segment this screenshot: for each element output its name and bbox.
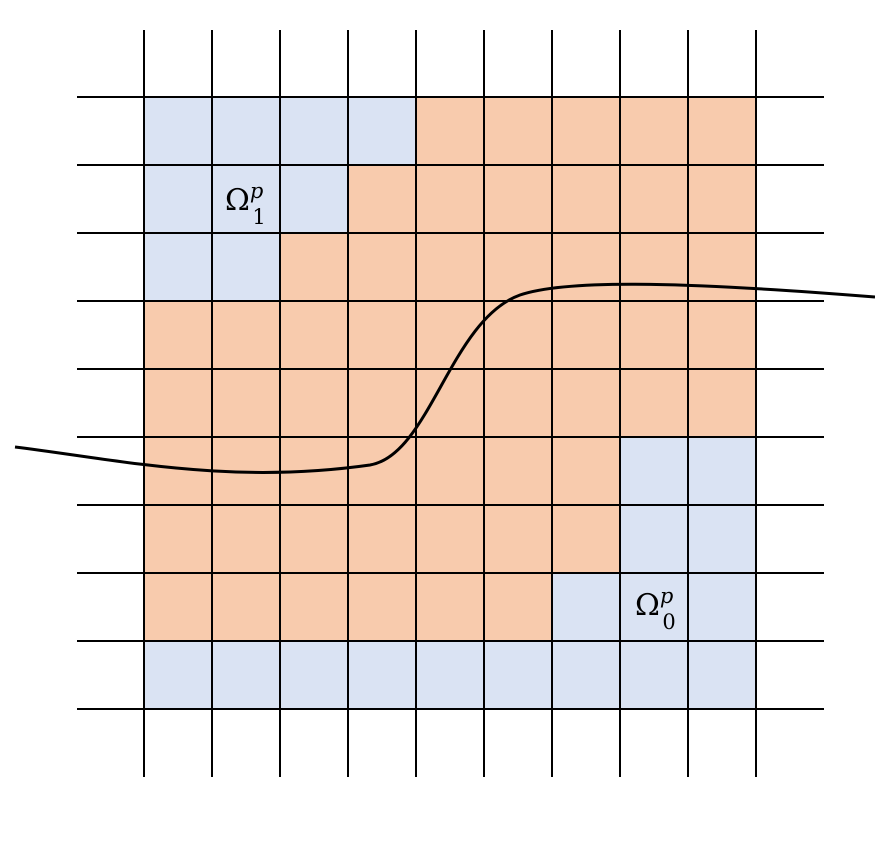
inner-cell bbox=[552, 369, 620, 437]
inner-cell bbox=[280, 369, 348, 437]
grid bbox=[77, 30, 824, 777]
inner-cell bbox=[280, 505, 348, 573]
inner-cell bbox=[552, 97, 620, 165]
inner-cell bbox=[688, 369, 756, 437]
inner-cell bbox=[348, 505, 416, 573]
inner-cell bbox=[348, 437, 416, 505]
outer-cell bbox=[280, 97, 348, 165]
inner-cell bbox=[348, 233, 416, 301]
outer-cell bbox=[348, 641, 416, 709]
inner-cell bbox=[484, 97, 552, 165]
inner-cell bbox=[348, 573, 416, 641]
inner-cell bbox=[688, 165, 756, 233]
inner-cell bbox=[552, 233, 620, 301]
outer-cell bbox=[620, 641, 688, 709]
outer-cell bbox=[280, 641, 348, 709]
inner-cell bbox=[416, 369, 484, 437]
outer-cell bbox=[620, 437, 688, 505]
outer-cell bbox=[212, 97, 280, 165]
inner-cell bbox=[348, 165, 416, 233]
region-label: Ωp 0 bbox=[635, 584, 676, 634]
cells bbox=[144, 97, 756, 709]
inner-cell bbox=[552, 165, 620, 233]
label-sub: 1 bbox=[252, 205, 265, 229]
inner-cell bbox=[416, 437, 484, 505]
outer-cell bbox=[416, 641, 484, 709]
outer-cell bbox=[688, 437, 756, 505]
inner-cell bbox=[416, 97, 484, 165]
outer-cell bbox=[348, 97, 416, 165]
inner-cell bbox=[212, 301, 280, 369]
label-sub: 0 bbox=[662, 610, 675, 634]
inner-cell bbox=[688, 233, 756, 301]
outer-cell bbox=[212, 165, 280, 233]
outer-cell bbox=[484, 641, 552, 709]
inner-cell bbox=[348, 369, 416, 437]
label-sup: p bbox=[660, 584, 673, 608]
inner-cell bbox=[552, 301, 620, 369]
inner-cell bbox=[484, 165, 552, 233]
outer-cell bbox=[144, 165, 212, 233]
outer-cell bbox=[212, 641, 280, 709]
inner-cell bbox=[212, 505, 280, 573]
inner-cell bbox=[144, 301, 212, 369]
inner-cell bbox=[688, 97, 756, 165]
outer-cell bbox=[620, 573, 688, 641]
inner-cell bbox=[348, 301, 416, 369]
outer-cell bbox=[144, 641, 212, 709]
outer-cell bbox=[552, 573, 620, 641]
inner-cell bbox=[144, 369, 212, 437]
inner-cell bbox=[144, 573, 212, 641]
inner-cell bbox=[280, 233, 348, 301]
inner-cell bbox=[484, 301, 552, 369]
inner-cell bbox=[620, 97, 688, 165]
outer-cell bbox=[688, 505, 756, 573]
inner-cell bbox=[416, 573, 484, 641]
outer-cell bbox=[144, 233, 212, 301]
inner-cell bbox=[280, 301, 348, 369]
inner-cell bbox=[620, 233, 688, 301]
outer-cell bbox=[144, 97, 212, 165]
inner-cell bbox=[552, 505, 620, 573]
inner-cell bbox=[688, 301, 756, 369]
outer-cell bbox=[688, 573, 756, 641]
inner-cell bbox=[212, 369, 280, 437]
inner-cell bbox=[416, 165, 484, 233]
inner-cell bbox=[552, 437, 620, 505]
outer-cell bbox=[212, 233, 280, 301]
outer-cell bbox=[688, 641, 756, 709]
inner-cell bbox=[484, 437, 552, 505]
label-sup: p bbox=[250, 179, 263, 203]
interface-curve bbox=[14, 282, 875, 474]
inner-cell bbox=[416, 233, 484, 301]
inner-cell bbox=[280, 573, 348, 641]
inner-cell bbox=[144, 505, 212, 573]
label-base: Ω bbox=[635, 588, 660, 623]
inner-cell bbox=[484, 505, 552, 573]
outer-cell bbox=[620, 505, 688, 573]
outer-cell bbox=[280, 165, 348, 233]
inner-cell bbox=[620, 301, 688, 369]
label-base: Ω bbox=[225, 183, 250, 218]
inner-cell bbox=[620, 165, 688, 233]
outer-cell bbox=[552, 641, 620, 709]
inner-cell bbox=[484, 573, 552, 641]
inner-cell bbox=[416, 505, 484, 573]
inner-cell bbox=[484, 369, 552, 437]
inner-cell bbox=[620, 369, 688, 437]
region-label: Ωp 1 bbox=[225, 179, 266, 229]
inner-cell bbox=[212, 573, 280, 641]
